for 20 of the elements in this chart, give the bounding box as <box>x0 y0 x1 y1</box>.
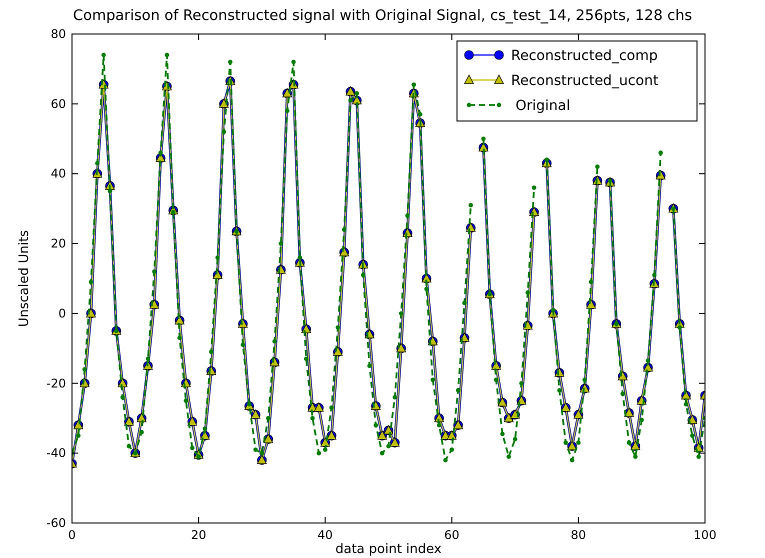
x-tick-label: 20 <box>190 528 206 542</box>
y-tick-label: -40 <box>46 446 66 460</box>
y-tick-label: 80 <box>50 27 66 41</box>
y-tick-label: -20 <box>46 376 66 390</box>
legend-label: Reconstructed_ucont <box>511 73 659 89</box>
x-tick-label: 60 <box>444 528 460 542</box>
y-tick-label: 40 <box>50 166 66 181</box>
legend-label: Reconstructed_comp <box>511 48 658 64</box>
x-tick-label: 40 <box>318 528 333 542</box>
x-tick-label: 100 <box>694 528 716 542</box>
y-axis-title: Unscaled Units <box>17 230 32 327</box>
x-tick-label: 80 <box>570 528 586 542</box>
x-tick-label: 0 <box>68 528 76 542</box>
y-tick-label: 0 <box>58 306 66 320</box>
y-tick-label: 20 <box>50 236 66 251</box>
y-tick-label: 60 <box>50 96 66 111</box>
x-axis-title: data point index <box>335 542 442 557</box>
y-tick-label: -60 <box>46 516 66 530</box>
chart-title: Comparison of Reconstructed signal with Original Signal, cs_test_14, 256pts, 128 chs <box>72 8 692 24</box>
legend-label: Original <box>511 98 570 114</box>
